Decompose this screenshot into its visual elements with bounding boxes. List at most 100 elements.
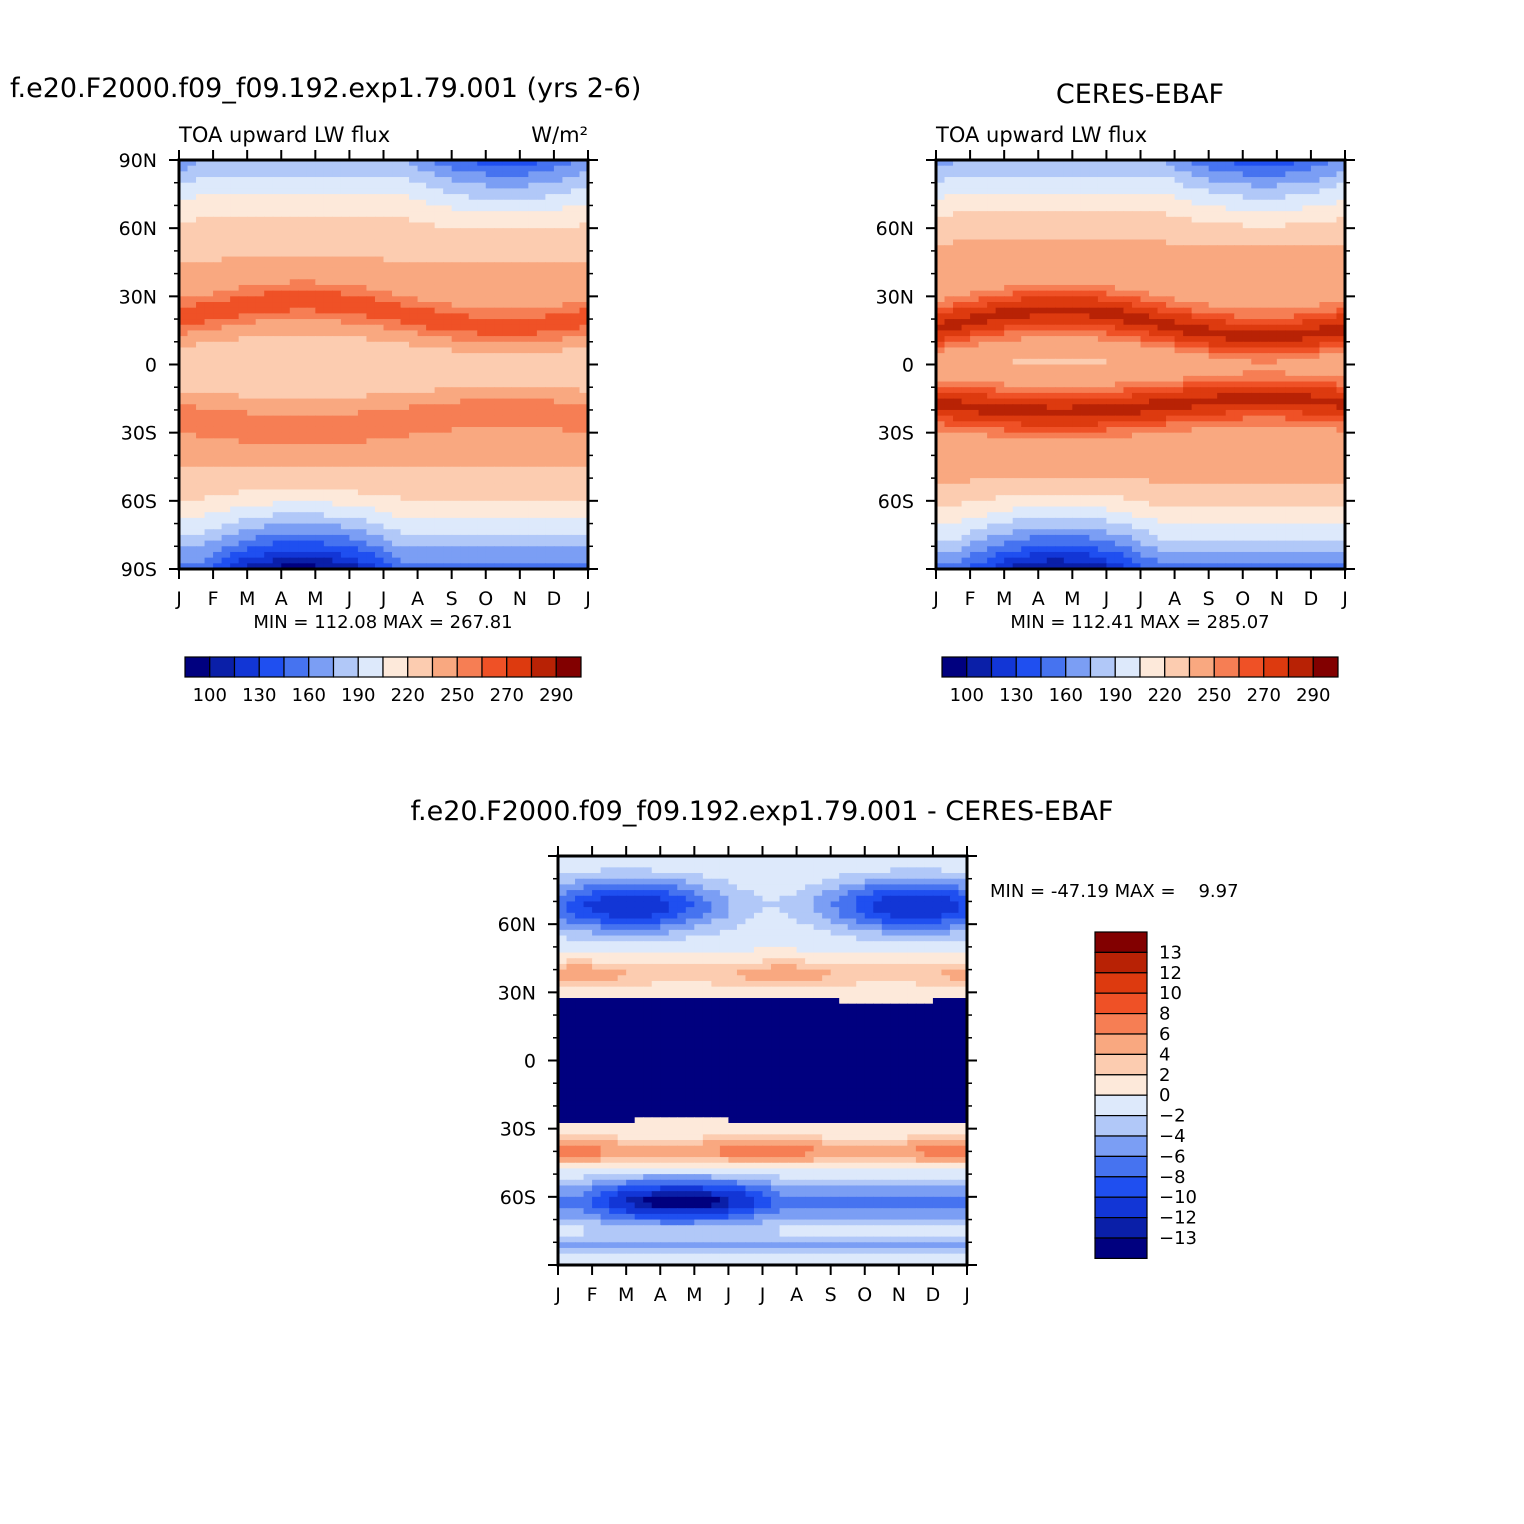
heatmap-cell	[221, 381, 231, 388]
heatmap-cell	[1259, 160, 1269, 167]
heatmap-cell	[1225, 171, 1235, 178]
heatmap-cell	[1114, 211, 1125, 218]
heatmap-cell	[1319, 171, 1329, 178]
heatmap-cell	[562, 250, 572, 258]
heatmap-cell	[536, 177, 546, 184]
heatmap-cell	[579, 216, 589, 224]
heatmap-cell	[213, 279, 223, 286]
heatmap-cell	[494, 472, 504, 479]
heatmap-cell	[426, 461, 436, 468]
heatmap-cell	[409, 188, 419, 195]
heatmap-cell	[187, 546, 197, 553]
heatmap-cell	[511, 239, 521, 246]
heatmap-cell	[485, 409, 495, 417]
heatmap-cell	[579, 296, 589, 303]
heatmap-cell	[247, 296, 257, 303]
heatmap-cell	[1097, 239, 1108, 246]
heatmap-cell	[1055, 233, 1065, 241]
heatmap-cell	[221, 517, 231, 525]
heatmap-cell	[468, 182, 478, 189]
heatmap-cell	[306, 324, 316, 332]
heatmap-cell	[944, 194, 954, 201]
heatmap-cell	[1319, 211, 1329, 218]
heatmap-cell	[392, 534, 402, 542]
heatmap-cell	[1131, 313, 1142, 320]
heatmap-cell	[460, 313, 470, 320]
heatmap-cell	[944, 216, 954, 224]
heatmap-cell	[1046, 177, 1056, 184]
heatmap-cell	[1217, 279, 1227, 286]
heatmap-cell	[494, 523, 504, 530]
heatmap-cell	[230, 551, 240, 559]
heatmap-cell	[230, 444, 240, 451]
heatmap-cell	[179, 534, 189, 542]
heatmap-cell	[383, 404, 393, 411]
heatmap-cell	[315, 512, 325, 519]
heatmap-cell	[443, 284, 453, 292]
heatmap-cell	[485, 478, 495, 485]
heatmap-cell	[392, 324, 402, 332]
heatmap-cell	[1029, 302, 1039, 309]
heatmap-cell	[213, 387, 223, 394]
heatmap-cell	[1004, 171, 1014, 178]
heatmap-cell	[417, 358, 427, 366]
heatmap-cell	[349, 245, 359, 252]
heatmap-cell	[315, 290, 325, 297]
heatmap-cell	[1310, 194, 1321, 201]
heatmap-cell	[1038, 284, 1048, 292]
heatmap-cell	[204, 194, 214, 201]
heatmap-cell	[502, 478, 512, 485]
heatmap-cell	[1174, 307, 1184, 314]
heatmap-cell	[502, 426, 512, 434]
heatmap-cell	[230, 239, 240, 246]
heatmap-cell	[1055, 290, 1065, 297]
heatmap-cell	[392, 199, 402, 207]
heatmap-cell	[1251, 239, 1261, 246]
heatmap-cell	[519, 239, 529, 246]
heatmap-cell	[553, 211, 564, 218]
heatmap-cell	[238, 523, 248, 530]
heatmap-cell	[400, 483, 410, 491]
heatmap-cell	[238, 228, 248, 235]
heatmap-cell	[1276, 307, 1286, 314]
heatmap-cell	[579, 262, 589, 269]
heatmap-cell	[536, 563, 546, 570]
heatmap-cell	[383, 262, 393, 269]
heatmap-cell	[383, 205, 393, 212]
heatmap-cell	[1140, 273, 1150, 280]
heatmap-cell	[281, 194, 291, 201]
heatmap-cell	[961, 279, 971, 286]
heatmap-cell	[519, 307, 529, 314]
heatmap-cell	[545, 449, 555, 456]
heatmap-cell	[213, 375, 223, 383]
heatmap-cell	[1268, 199, 1278, 207]
heatmap-cell	[179, 546, 189, 553]
heatmap-cell	[434, 245, 444, 252]
heatmap-cell	[1242, 228, 1252, 235]
heatmap-cell	[1174, 256, 1184, 263]
heatmap-cell	[553, 279, 564, 286]
heatmap-cell	[196, 324, 206, 332]
heatmap-cell	[417, 216, 427, 224]
heatmap-cell	[1319, 250, 1329, 258]
heatmap-cell	[579, 563, 589, 570]
heatmap-cell	[272, 398, 282, 405]
heatmap-cell	[1072, 239, 1082, 246]
heatmap-cell	[213, 205, 223, 212]
heatmap-cell	[451, 370, 461, 377]
heatmap-cell	[230, 449, 240, 456]
heatmap-cell	[383, 495, 393, 502]
heatmap-cell	[417, 421, 427, 428]
heatmap-cell	[400, 449, 410, 456]
heatmap-cell	[383, 551, 393, 559]
heatmap-cell	[562, 313, 572, 320]
heatmap-cell	[383, 387, 393, 394]
heatmap-cell	[187, 495, 197, 502]
heatmap-cell	[1285, 211, 1295, 218]
heatmap-cell	[272, 444, 282, 451]
heatmap-cell	[1251, 199, 1261, 207]
heatmap-cell	[298, 432, 308, 439]
heatmap-cell	[247, 358, 257, 366]
heatmap-cell	[519, 205, 529, 212]
heatmap-cell	[349, 489, 359, 496]
